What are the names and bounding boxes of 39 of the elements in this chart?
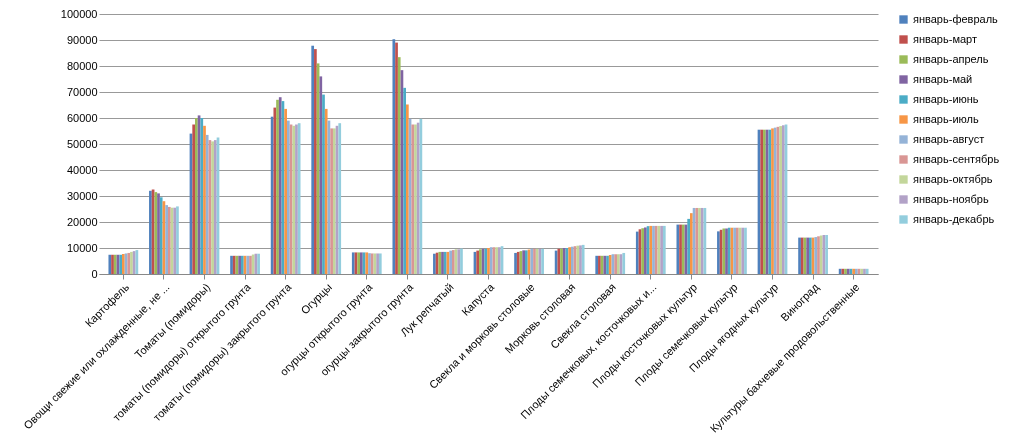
- bar: [319, 76, 323, 274]
- bar: [311, 45, 315, 274]
- y-tick-label: 10000: [66, 241, 98, 254]
- y-tick-label: 90000: [66, 33, 98, 46]
- y-tick-label: 80000: [66, 59, 98, 72]
- y-tick-label: 40000: [66, 163, 98, 176]
- bar: [192, 124, 196, 274]
- bar: [205, 134, 209, 274]
- legend-label: январь-май: [913, 72, 973, 85]
- bar: [403, 87, 406, 274]
- y-tick-label: 60000: [66, 111, 98, 124]
- y-tick-label: 100000: [60, 7, 98, 20]
- legend-label: январь-февраль: [913, 12, 999, 25]
- legend-label: январь-июль: [913, 112, 979, 125]
- legend-label: январь-декабрь: [913, 212, 995, 225]
- y-tick-label: 70000: [66, 85, 98, 98]
- bar: [397, 57, 401, 274]
- bar: [314, 49, 317, 274]
- bar: [324, 108, 328, 274]
- bar: [159, 197, 163, 274]
- legend-label: январь-июнь: [913, 92, 979, 105]
- bar: [203, 125, 206, 274]
- bar: [284, 108, 287, 274]
- bar: [273, 107, 277, 274]
- bar: [322, 94, 325, 274]
- legend-label: январь-март: [913, 32, 977, 45]
- legend-label: январь-ноябрь: [913, 192, 989, 205]
- legend-label: январь-октябрь: [913, 172, 993, 185]
- legend-label: январь-сентябрь: [913, 152, 1000, 165]
- bar: [687, 218, 691, 274]
- y-tick-label: 30000: [66, 189, 98, 202]
- bar: [690, 213, 693, 274]
- legend-label: январь-апрель: [913, 52, 989, 65]
- y-tick-label: 50000: [66, 137, 98, 150]
- bar: [406, 104, 409, 274]
- y-tick-label: 20000: [66, 215, 98, 228]
- bar: [286, 120, 290, 274]
- legend-label: январь-август: [913, 132, 985, 145]
- y-tick-label: 0: [91, 267, 98, 280]
